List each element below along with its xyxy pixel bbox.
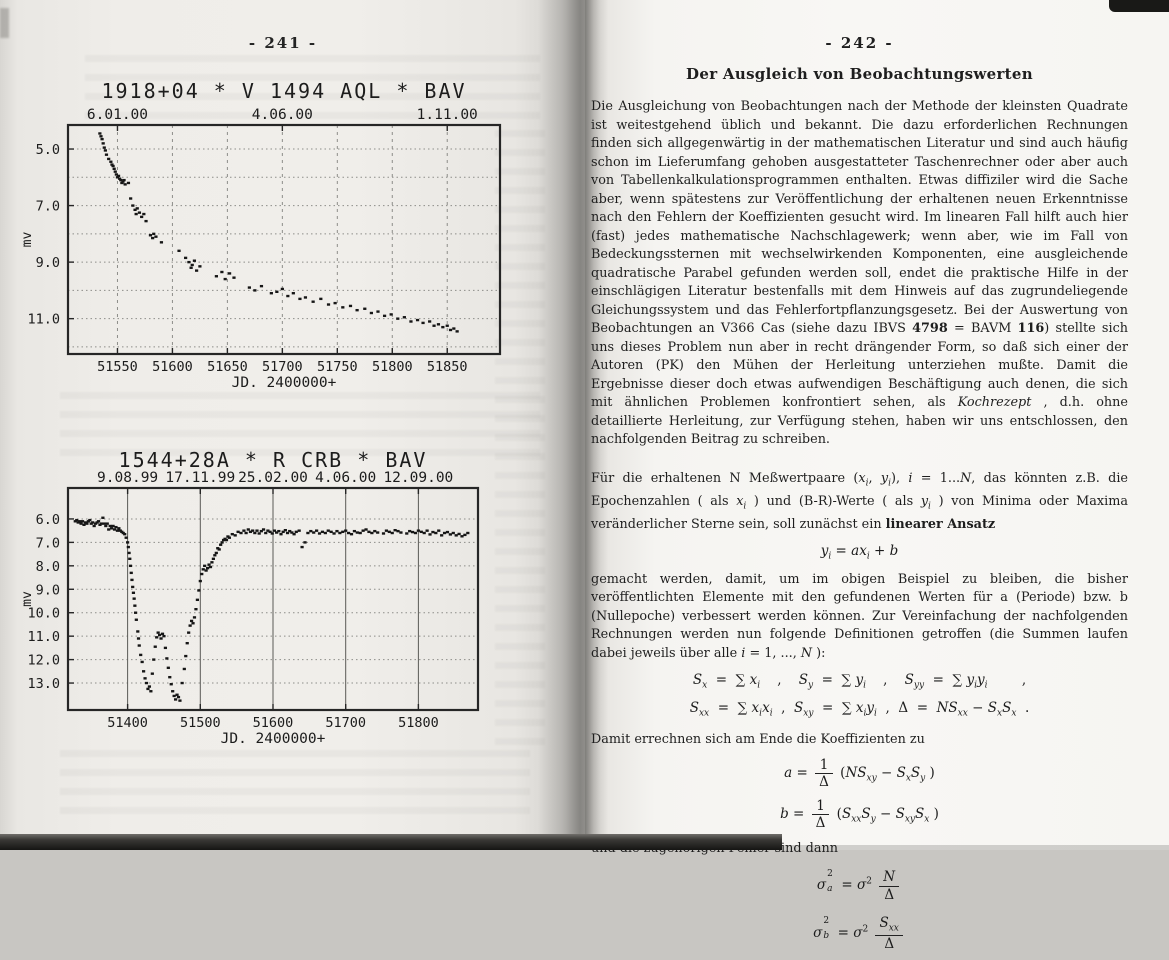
svg-text:51600: 51600 [253, 715, 294, 731]
svg-text:13.0: 13.0 [27, 676, 60, 692]
svg-text:11.0: 11.0 [27, 629, 60, 645]
svg-text:25.02.00: 25.02.00 [238, 470, 308, 486]
svg-text:51800: 51800 [372, 359, 413, 375]
svg-text:JD. 2400000+: JD. 2400000+ [221, 731, 326, 747]
svg-text:51550: 51550 [97, 359, 138, 375]
svg-text:9.08.99: 9.08.99 [97, 470, 158, 486]
bottom-scan-bar [0, 834, 782, 850]
svg-text:1.11.00: 1.11.00 [417, 107, 478, 123]
paragraph-intro: Die Ausgleichung von Beobachtungen nach … [591, 99, 1129, 447]
svg-text:51700: 51700 [262, 359, 303, 375]
svg-text:JD. 2400000+: JD. 2400000+ [232, 375, 337, 391]
svg-text:11.0: 11.0 [27, 312, 60, 328]
svg-text:51850: 51850 [427, 359, 468, 375]
top-corner-scan-mark [1109, 0, 1169, 12]
left-page: - 241 - 51550 51600 51650 51700 51750 51800 51… [0, 0, 585, 850]
svg-text:51600: 51600 [152, 359, 193, 375]
svg-text:4.06.00: 4.06.00 [315, 470, 376, 486]
ghost-bleed-bottom [60, 750, 530, 825]
article-title: Der Ausgleich von Beobachtungswerten [686, 65, 1033, 83]
svg-text:12.09.00: 12.09.00 [383, 470, 453, 486]
right-page [585, 0, 1169, 850]
svg-text:12.0: 12.0 [27, 653, 60, 669]
paragraph-linear-fit: gemacht werden, damit, um im obigen Beis… [591, 571, 1128, 661]
svg-text:1544+28A * R CRB * BAV: 1544+28A * R CRB * BAV [119, 448, 428, 472]
svg-text:1918+04 * V 1494 AQL * BAV: 1918+04 * V 1494 AQL * BAV [101, 79, 466, 103]
paragraph-coefficients-intro: Damit errechnen sich am Ende die Koeffiz… [591, 731, 925, 747]
svg-text:7.0: 7.0 [36, 535, 60, 551]
bottom-scan-fade [782, 845, 1169, 850]
svg-text:7.0: 7.0 [36, 199, 60, 215]
svg-text:6.01.00: 6.01.00 [87, 107, 148, 123]
svg-text:51400: 51400 [107, 715, 148, 731]
svg-text:51700: 51700 [325, 715, 366, 731]
page-number-right: - 242 - [825, 34, 894, 52]
svg-text:17.11.99: 17.11.99 [165, 470, 235, 486]
svg-text:9.0: 9.0 [36, 255, 60, 271]
svg-text:mv: mv [20, 591, 35, 607]
svg-text:mv: mv [20, 232, 35, 248]
svg-text:9.0: 9.0 [36, 582, 60, 598]
svg-text:51500: 51500 [180, 715, 221, 731]
svg-text:8.0: 8.0 [36, 559, 60, 575]
gutter-shadow [538, 0, 600, 850]
left-edge-scan-mark [0, 8, 9, 38]
svg-text:4.06.00: 4.06.00 [252, 107, 313, 123]
svg-text:51750: 51750 [317, 359, 358, 375]
light-curve-chart-v1494-aql: 51550 51600 51650 51700 51750 51800 51850 6.01.… [20, 79, 502, 391]
equation-sums-row2: Sxx = ∑ xixi , Sxy = ∑ xiyi , Δ = NSxx −… [689, 699, 1030, 719]
equation-sums-row1: Sx = ∑ xi , Sy = ∑ yi , Syy = ∑ yiyi , [692, 672, 1027, 691]
svg-text:51800: 51800 [398, 715, 439, 731]
svg-text:10.0: 10.0 [27, 606, 60, 622]
svg-text:5.0: 5.0 [36, 142, 60, 158]
page-number-left: - 241 - [248, 34, 318, 52]
svg-text:6.0: 6.0 [36, 512, 60, 528]
svg-text:51650: 51650 [207, 359, 248, 375]
paragraph-measurement-pairs: Für die erhaltenen N Meßwertpaare (xi, y… [591, 470, 1128, 532]
equation-linear-model: yi = axi + b [820, 543, 899, 562]
light-curve-chart-r-crb: 51400 51500 51600 51700 51800 9.08.99 17.11.99… [20, 448, 480, 747]
right-page-content: - 242 - Der Ausgleich von Beobachtungswe… [591, 34, 1128, 960]
